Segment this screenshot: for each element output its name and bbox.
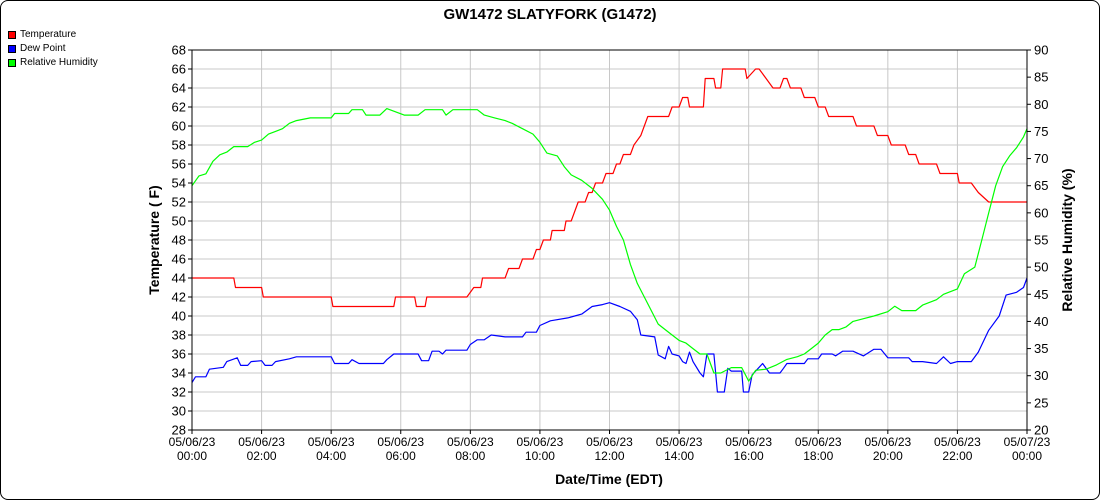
chart-title: GW1472 SLATYFORK (G1472): [443, 6, 656, 23]
legend-swatch-dew-point: [8, 45, 16, 53]
y-right-tick-label: 30: [1034, 368, 1048, 383]
y-left-tick-label: 48: [172, 233, 186, 248]
grid: [191, 49, 1028, 431]
x-tick-label-time: 18:00: [803, 449, 833, 463]
x-tick-label-time: 04:00: [316, 449, 346, 463]
y-right-tick-label: 45: [1034, 287, 1048, 302]
y-right-tick-label: 55: [1034, 233, 1048, 248]
y-left-tick-label: 50: [172, 214, 186, 229]
y-right-tick-label: 85: [1034, 70, 1048, 85]
y-left-tick-label: 62: [172, 100, 186, 115]
y-axis-left-label: Temperature ( F): [146, 185, 162, 294]
series-line-relative-humidity: [191, 107, 1028, 382]
y-left-tick-label: 32: [172, 385, 186, 400]
y-left-tick-label: 30: [172, 404, 186, 419]
x-tick-label-time: 16:00: [734, 449, 764, 463]
y-right-tick-label: 25: [1034, 395, 1048, 410]
series-line-temperature: [192, 68, 1027, 308]
x-tick-label-time: 14:00: [664, 449, 694, 463]
x-tick-label-time: 00:00: [177, 449, 207, 463]
y-right-tick-label: 75: [1034, 124, 1048, 139]
y-left-tick-label: 66: [172, 62, 186, 77]
y-right-tick-label: 70: [1034, 151, 1048, 166]
y-left-tick-label: 38: [172, 328, 186, 343]
y-axis-left: 28 30 32 34 36 38 40 42 44 46 48 50 52 54 56 58 60 62 64 66…: [172, 43, 192, 438]
y-left-tick-label: 58: [172, 138, 186, 153]
y-left-tick-label: 28: [172, 423, 186, 438]
y-left-tick-label: 60: [172, 119, 186, 134]
y-left-tick-label: 46: [172, 252, 186, 267]
y-left-tick-label: 42: [172, 290, 186, 305]
y-left-tick-label: 52: [172, 195, 186, 210]
series-lines: [191, 68, 1028, 393]
y-left-tick-label: 34: [172, 366, 186, 381]
y-right-tick-label: 40: [1034, 314, 1048, 329]
legend-item-relative-humidity: Relative Humidity: [8, 56, 98, 70]
x-tick-label-date: 05/06/23: [725, 435, 772, 449]
x-axis: 05/06/2300:0005/06/2302:0005/06/2304:000…: [169, 430, 1051, 463]
x-tick-label-time: 00:00: [1012, 449, 1042, 463]
legend-swatch-temperature: [8, 31, 16, 39]
legend: Temperature Dew Point Relative Humidity: [8, 28, 98, 70]
x-tick-label-date: 05/06/23: [795, 435, 842, 449]
y-left-tick-label: 40: [172, 309, 186, 324]
x-tick-label-date: 05/06/23: [447, 435, 494, 449]
series-line-dew-point: [191, 277, 1028, 393]
y-left-tick-label: 64: [172, 81, 186, 96]
x-tick-label-date: 05/06/23: [934, 435, 981, 449]
x-tick-label-date: 05/06/23: [308, 435, 355, 449]
x-tick-label-date: 05/06/23: [238, 435, 285, 449]
y-right-tick-label: 20: [1034, 423, 1048, 438]
y-left-tick-label: 36: [172, 347, 186, 362]
legend-item-temperature: Temperature: [8, 28, 98, 42]
x-axis-label: Date/Time (EDT): [555, 471, 663, 487]
x-tick-label-time: 02:00: [247, 449, 277, 463]
y-right-tick-label: 35: [1034, 341, 1048, 356]
x-tick-label-time: 10:00: [525, 449, 555, 463]
y-right-tick-label: 60: [1034, 205, 1048, 220]
x-tick-label-time: 12:00: [594, 449, 624, 463]
x-tick-label-date: 05/07/23: [1004, 435, 1051, 449]
x-tick-label-date: 05/06/23: [586, 435, 633, 449]
y-right-tick-label: 90: [1034, 43, 1048, 58]
x-tick-label-time: 06:00: [386, 449, 416, 463]
y-right-tick-label: 80: [1034, 97, 1048, 112]
y-right-tick-label: 65: [1034, 178, 1048, 193]
x-tick-label-date: 05/06/23: [864, 435, 911, 449]
x-tick-label-date: 05/06/23: [656, 435, 703, 449]
y-left-tick-label: 54: [172, 176, 186, 191]
x-tick-label-time: 20:00: [873, 449, 903, 463]
x-tick-label-date: 05/06/23: [169, 435, 216, 449]
x-tick-label-time: 22:00: [942, 449, 972, 463]
legend-label-relative-humidity: Relative Humidity: [20, 57, 98, 68]
y-axis-right: 20 25 30 35 40 45 50 55 60 65 70 75 80 85 90: [1027, 43, 1048, 438]
x-tick-label-date: 05/06/23: [377, 435, 424, 449]
y-left-tick-label: 56: [172, 157, 186, 172]
legend-label-temperature: Temperature: [20, 29, 77, 40]
y-left-tick-label: 68: [172, 43, 186, 58]
legend-item-dew-point: Dew Point: [8, 42, 98, 56]
y-left-tick-label: 44: [172, 271, 186, 286]
y-right-tick-label: 50: [1034, 260, 1048, 275]
legend-label-dew-point: Dew Point: [20, 43, 66, 54]
x-tick-label-time: 08:00: [455, 449, 485, 463]
y-axis-right-label: Relative Humidity (%): [1059, 168, 1075, 311]
x-tick-label-date: 05/06/23: [517, 435, 564, 449]
legend-swatch-relative-humidity: [8, 59, 16, 67]
